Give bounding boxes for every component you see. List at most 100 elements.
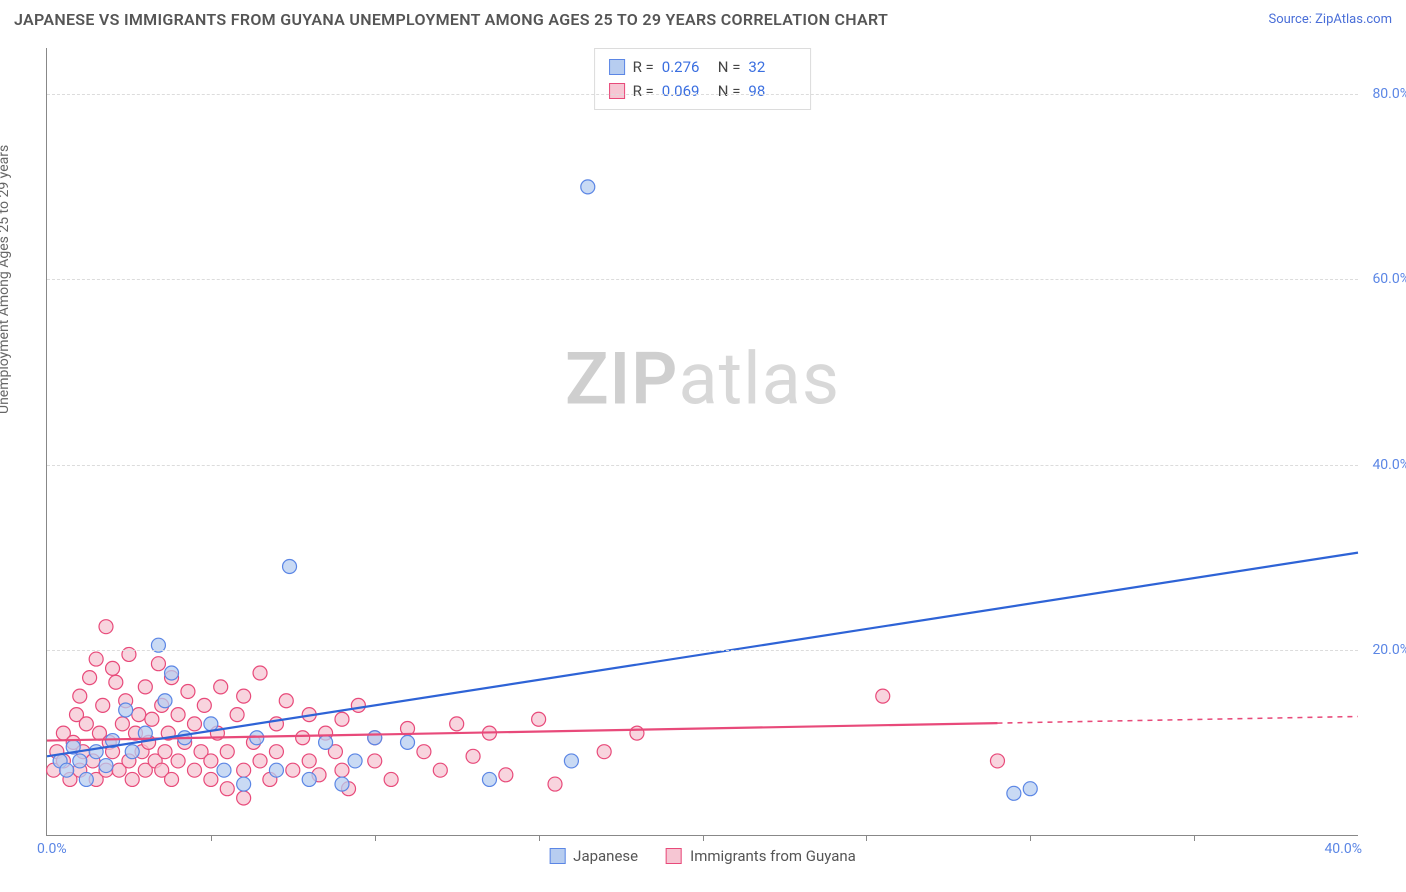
- scatter-point: [597, 745, 611, 759]
- scatter-point: [125, 745, 139, 759]
- scatter-point: [145, 712, 159, 726]
- scatter-point: [79, 717, 93, 731]
- scatter-point: [1023, 782, 1037, 796]
- chart-title: JAPANESE VS IMMIGRANTS FROM GUYANA UNEMP…: [14, 10, 888, 29]
- legend-label-japanese: Japanese: [573, 847, 638, 865]
- scatter-point: [630, 726, 644, 740]
- scatter-point: [1007, 786, 1021, 800]
- scatter-point: [564, 754, 578, 768]
- scatter-point: [73, 689, 87, 703]
- gridline: [47, 279, 1358, 280]
- scatter-point: [197, 698, 211, 712]
- scatter-point: [138, 680, 152, 694]
- scatter-point: [165, 666, 179, 680]
- y-tick-label: 20.0%: [1372, 642, 1406, 658]
- x-tick: [1030, 835, 1031, 841]
- scatter-point: [296, 731, 310, 745]
- scatter-point: [532, 712, 546, 726]
- scatter-point: [96, 698, 110, 712]
- scatter-point: [368, 731, 382, 745]
- legend-item-guyana: Immigrants from Guyana: [666, 847, 856, 865]
- scatter-point: [187, 763, 201, 777]
- x-tick-max: 40.0%: [1324, 841, 1362, 857]
- legend-label-guyana: Immigrants from Guyana: [690, 847, 856, 865]
- scatter-point: [230, 708, 244, 722]
- scatter-point: [79, 772, 93, 786]
- scatter-point: [119, 703, 133, 717]
- scatter-point: [60, 763, 74, 777]
- scatter-point: [253, 754, 267, 768]
- scatter-point: [368, 754, 382, 768]
- x-tick-min: 0.0%: [37, 841, 67, 857]
- scatter-point: [990, 754, 1004, 768]
- scatter-point: [115, 717, 129, 731]
- legend-item-japanese: Japanese: [549, 847, 638, 865]
- x-tick: [703, 835, 704, 841]
- scatter-point: [335, 712, 349, 726]
- y-tick-label: 40.0%: [1372, 457, 1406, 473]
- scatter-point: [89, 652, 103, 666]
- bottom-legend: Japanese Immigrants from Guyana: [549, 847, 856, 865]
- scatter-point: [335, 777, 349, 791]
- scatter-point: [548, 777, 562, 791]
- scatter-point: [204, 772, 218, 786]
- scatter-point: [302, 754, 316, 768]
- y-axis-label: Unemployment Among Ages 25 to 29 years: [0, 145, 12, 414]
- scatter-point: [253, 666, 267, 680]
- scatter-point: [99, 759, 113, 773]
- scatter-point: [132, 708, 146, 722]
- scatter-point: [237, 689, 251, 703]
- gridline: [47, 465, 1358, 466]
- title-bar: JAPANESE VS IMMIGRANTS FROM GUYANA UNEMP…: [14, 10, 1392, 29]
- source-link[interactable]: Source: ZipAtlas.com: [1268, 12, 1392, 27]
- x-tick: [539, 835, 540, 841]
- trend-line-extrapolated: [997, 716, 1358, 723]
- scatter-point: [204, 717, 218, 731]
- scatter-point: [83, 671, 97, 685]
- scatter-point: [279, 694, 293, 708]
- scatter-point: [466, 749, 480, 763]
- y-tick-label: 80.0%: [1372, 86, 1406, 102]
- scatter-point: [106, 661, 120, 675]
- scatter-point: [237, 791, 251, 805]
- scatter-point: [581, 180, 595, 194]
- x-tick: [866, 835, 867, 841]
- scatter-point: [351, 698, 365, 712]
- scatter-point: [335, 763, 349, 777]
- scatter-point: [158, 694, 172, 708]
- scatter-point: [417, 745, 431, 759]
- scatter-point: [302, 772, 316, 786]
- plot-area: ZIPatlas R = 0.276 N = 32 R = 0.069 N = …: [46, 48, 1358, 836]
- scatter-point: [171, 754, 185, 768]
- y-tick-label: 60.0%: [1372, 271, 1406, 287]
- gridline: [47, 650, 1358, 651]
- scatter-point: [125, 772, 139, 786]
- scatter-point: [348, 754, 362, 768]
- x-tick: [375, 835, 376, 841]
- scatter-point: [401, 735, 415, 749]
- scatter-point: [158, 745, 172, 759]
- swatch-japanese: [549, 848, 565, 864]
- scatter-point: [482, 772, 496, 786]
- scatter-point: [171, 708, 185, 722]
- x-tick: [1194, 835, 1195, 841]
- scatter-point: [384, 772, 398, 786]
- scatter-point: [165, 772, 179, 786]
- scatter-point: [237, 777, 251, 791]
- scatter-point: [187, 717, 201, 731]
- scatter-point: [433, 763, 447, 777]
- scatter-point: [217, 763, 231, 777]
- scatter-point: [204, 754, 218, 768]
- scatter-point: [151, 657, 165, 671]
- scatter-point: [109, 675, 123, 689]
- scatter-point: [450, 717, 464, 731]
- scatter-point: [99, 620, 113, 634]
- scatter-point: [499, 768, 513, 782]
- scatter-point: [73, 754, 87, 768]
- gridline: [47, 94, 1358, 95]
- scatter-point: [89, 745, 103, 759]
- scatter-point: [283, 559, 297, 573]
- scatter-point: [269, 763, 283, 777]
- scatter-point: [876, 689, 890, 703]
- trend-line: [47, 553, 1358, 757]
